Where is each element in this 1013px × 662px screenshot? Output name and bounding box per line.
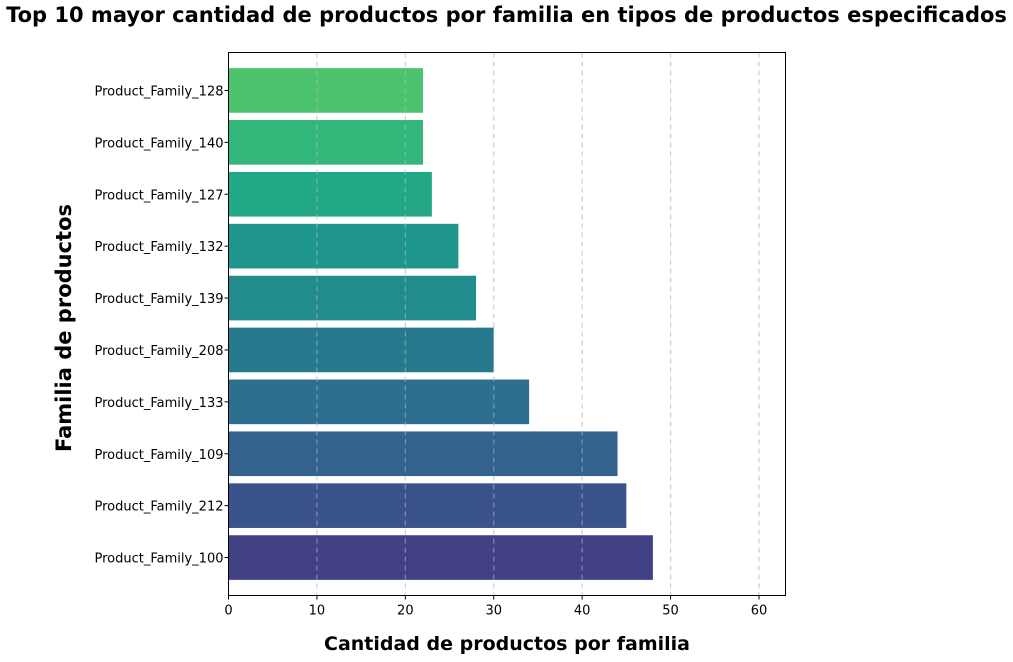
x-tick-label: 50: [662, 604, 679, 619]
y-tick-label: Product_Family_100: [94, 552, 223, 567]
bar: [228, 379, 530, 425]
grid-overlay: [316, 52, 760, 596]
plot-frame: [228, 52, 786, 596]
x-tick-label: 60: [751, 604, 768, 619]
chart-title: Top 10 mayor cantidad de productos por f…: [6, 3, 1007, 27]
x-tick-label: 0: [224, 604, 232, 619]
y-tick-label: Product_Family_208: [94, 344, 223, 359]
y-tick-label: Product_Family_139: [94, 292, 223, 307]
bars: [228, 68, 653, 580]
y-tick-label: Product_Family_109: [94, 448, 223, 463]
y-axis-label: Familia de productos: [52, 203, 76, 453]
x-tick-label: 10: [309, 604, 326, 619]
bar: [228, 171, 432, 217]
bar: [228, 68, 424, 113]
bar: [228, 483, 627, 528]
x-axis-label: Cantidad de productos por familia: [324, 633, 690, 655]
y-tick-label: Product_Family_140: [94, 136, 223, 151]
y-tick-label: Product_Family_132: [94, 240, 223, 255]
x-tick-label: 40: [574, 604, 591, 619]
bar: [228, 223, 459, 269]
x-tick-label: 20: [397, 604, 414, 619]
bar: [228, 431, 618, 477]
y-tick-labels: Product_Family_128 Product_Family_140 Prod…: [94, 84, 229, 567]
bar: [228, 535, 653, 580]
x-tick-labels: 0 10 20 30 40 50 60: [224, 595, 768, 619]
bar: [228, 120, 424, 165]
bar: [228, 327, 494, 373]
y-tick-label: Product_Family_212: [94, 500, 223, 515]
y-tick-label: Product_Family_133: [94, 396, 223, 411]
y-tick-label: Product_Family_127: [94, 188, 223, 203]
y-tick-label: Product_Family_128: [94, 84, 223, 99]
bar: [228, 275, 477, 321]
x-tick-label: 30: [485, 604, 502, 619]
